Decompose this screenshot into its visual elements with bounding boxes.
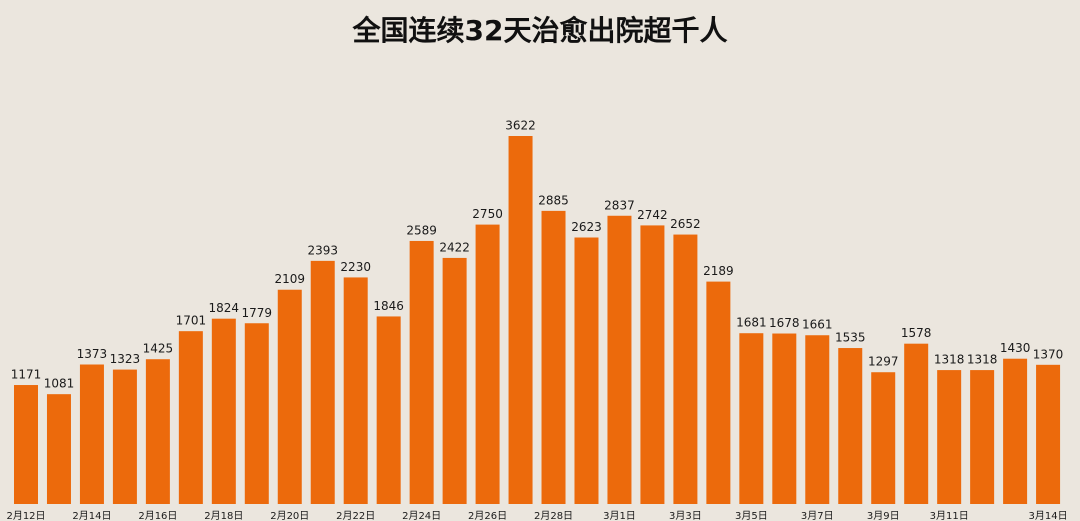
- bar: [541, 210, 566, 504]
- value-label: 1535: [835, 331, 866, 345]
- bar: [112, 369, 137, 504]
- value-label: 1681: [736, 316, 767, 330]
- value-label: 2189: [703, 264, 734, 278]
- bar: [706, 281, 731, 504]
- bar: [508, 136, 533, 504]
- bar: [640, 225, 665, 505]
- value-label: 1081: [44, 377, 75, 391]
- x-tick-label: 3月7日: [801, 510, 834, 521]
- bar: [871, 372, 896, 504]
- bar: [739, 333, 764, 504]
- x-tick-label: 2月28日: [534, 510, 573, 521]
- value-label: 2589: [406, 223, 437, 237]
- x-tick-label: 2月18日: [204, 510, 243, 521]
- x-tick-label: 2月22日: [336, 510, 375, 521]
- value-label: 2652: [670, 217, 701, 231]
- bar: [607, 215, 632, 504]
- value-label: 1578: [901, 326, 932, 340]
- bar: [970, 370, 995, 504]
- value-label: 1171: [11, 368, 42, 382]
- bar: [14, 385, 38, 504]
- x-tick-label: 3月14日: [1029, 510, 1068, 521]
- value-label: 1425: [143, 342, 174, 356]
- x-tick-label: 3月9日: [867, 510, 900, 521]
- bar: [904, 343, 929, 504]
- value-label: 2837: [604, 198, 635, 212]
- bar: [442, 257, 467, 504]
- bar: [376, 316, 401, 504]
- bar: [79, 364, 104, 504]
- value-label: 1779: [242, 306, 273, 320]
- value-label: 2393: [307, 243, 338, 257]
- bar: [244, 323, 269, 504]
- bar: [475, 224, 500, 504]
- value-label: 2742: [637, 208, 668, 222]
- bar: [178, 331, 203, 504]
- value-label: 1318: [934, 353, 965, 367]
- value-label: 2230: [340, 260, 371, 274]
- bar: [574, 237, 599, 504]
- value-label: 1370: [1033, 347, 1064, 361]
- x-tick-label: 3月5日: [735, 510, 768, 521]
- x-tick-label: 3月1日: [603, 510, 636, 521]
- bar: [145, 359, 170, 504]
- value-label: 3622: [505, 119, 536, 133]
- bar: [46, 394, 71, 504]
- x-tick-label: 3月11日: [930, 510, 969, 521]
- x-tick-label: 2月26日: [468, 510, 507, 521]
- value-label: 1678: [769, 316, 800, 330]
- value-label: 1430: [1000, 341, 1031, 355]
- bar: [1003, 358, 1028, 504]
- bar: [343, 277, 368, 504]
- bar: [805, 335, 830, 504]
- bar: [310, 260, 335, 504]
- bar: [772, 333, 797, 504]
- value-label: 1373: [77, 347, 108, 361]
- value-label: 2422: [439, 240, 470, 254]
- value-label: 1318: [967, 353, 998, 367]
- value-label: 2109: [274, 272, 305, 286]
- x-tick-label: 2月12日: [6, 510, 45, 521]
- value-label: 1846: [373, 299, 404, 313]
- bar: [409, 240, 434, 505]
- x-tick-label: 3月3日: [669, 510, 702, 521]
- x-tick-label: 2月20日: [270, 510, 309, 521]
- value-label: 1297: [868, 355, 899, 369]
- x-tick-label: 2月24日: [402, 510, 441, 521]
- chart-title: 全国连续32天治愈出院超千人: [352, 14, 728, 47]
- value-label: 1661: [802, 318, 833, 332]
- x-tick-label: 2月14日: [72, 510, 111, 521]
- value-label: 2885: [538, 193, 569, 207]
- value-label: 1701: [176, 314, 207, 328]
- bar: [673, 234, 698, 504]
- bar: [277, 289, 302, 504]
- bar: [1036, 364, 1061, 504]
- value-label: 2750: [472, 207, 503, 221]
- value-label: 1323: [110, 352, 141, 366]
- bar: [937, 370, 962, 504]
- bar: [211, 318, 236, 504]
- value-label: 2623: [571, 220, 602, 234]
- value-label: 1824: [209, 301, 240, 315]
- bar: [838, 348, 863, 504]
- x-tick-label: 2月16日: [138, 510, 177, 521]
